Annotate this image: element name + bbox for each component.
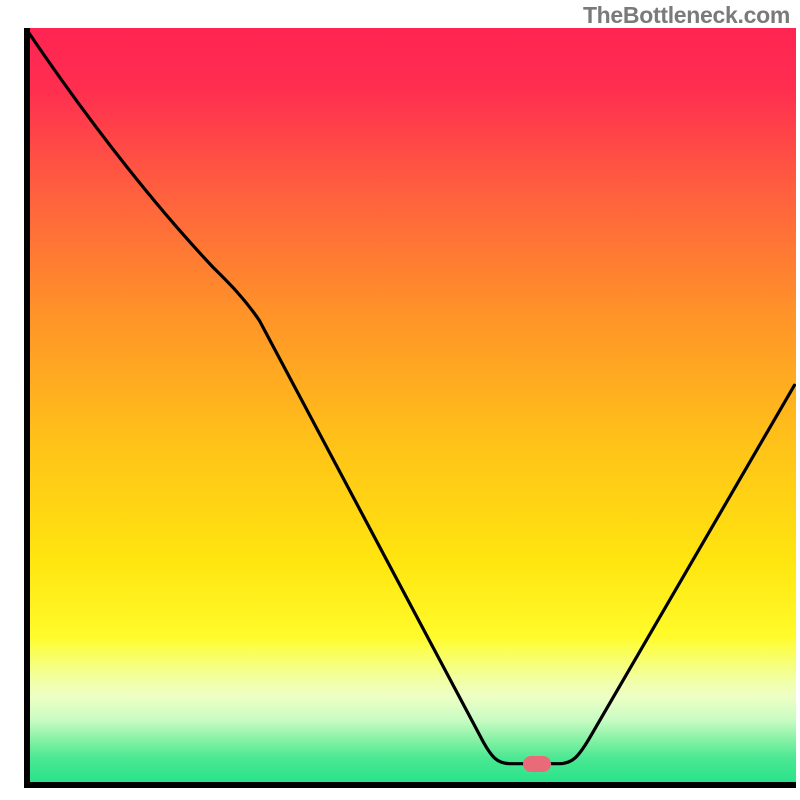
optimum-marker — [523, 756, 551, 772]
x-axis — [24, 782, 796, 788]
y-axis — [24, 28, 30, 788]
chart-area — [24, 28, 796, 788]
watermark-text: TheBottleneck.com — [583, 2, 790, 29]
bottleneck-curve — [24, 28, 796, 788]
